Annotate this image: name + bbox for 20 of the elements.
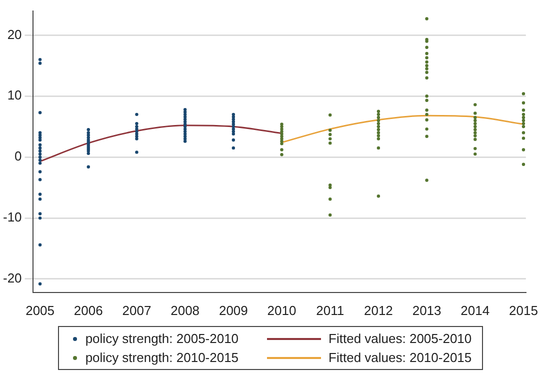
- y-tick-label: -20: [2, 270, 22, 286]
- x-tick-label: 2013: [412, 302, 442, 318]
- x-tick-label: 2005: [26, 302, 54, 318]
- x-tick-label: 2015: [509, 302, 538, 318]
- legend-label: policy strength: 2010-2015: [85, 350, 239, 365]
- x-tick-label: 2014: [460, 302, 490, 318]
- x-tick-label: 2011: [316, 302, 344, 318]
- x-tick-label: 2009: [218, 302, 248, 318]
- legend-label: Fitted values: 2010-2015: [328, 350, 472, 365]
- y-tick-label: 10: [7, 88, 22, 103]
- x-tick-label: 2008: [170, 302, 200, 318]
- y-tick-label: 0: [14, 148, 22, 164]
- x-tick-label: 2012: [364, 302, 393, 318]
- x-tick-label: 2006: [74, 302, 103, 318]
- legend-label: Fitted values: 2005-2010: [328, 331, 472, 346]
- legend-label: policy strength: 2005-2010: [85, 331, 239, 346]
- y-tick-label: 20: [7, 26, 22, 42]
- x-tick-label: 2010: [267, 302, 296, 318]
- x-tick-label: 2007: [122, 302, 152, 318]
- y-tick-label: -10: [2, 210, 22, 225]
